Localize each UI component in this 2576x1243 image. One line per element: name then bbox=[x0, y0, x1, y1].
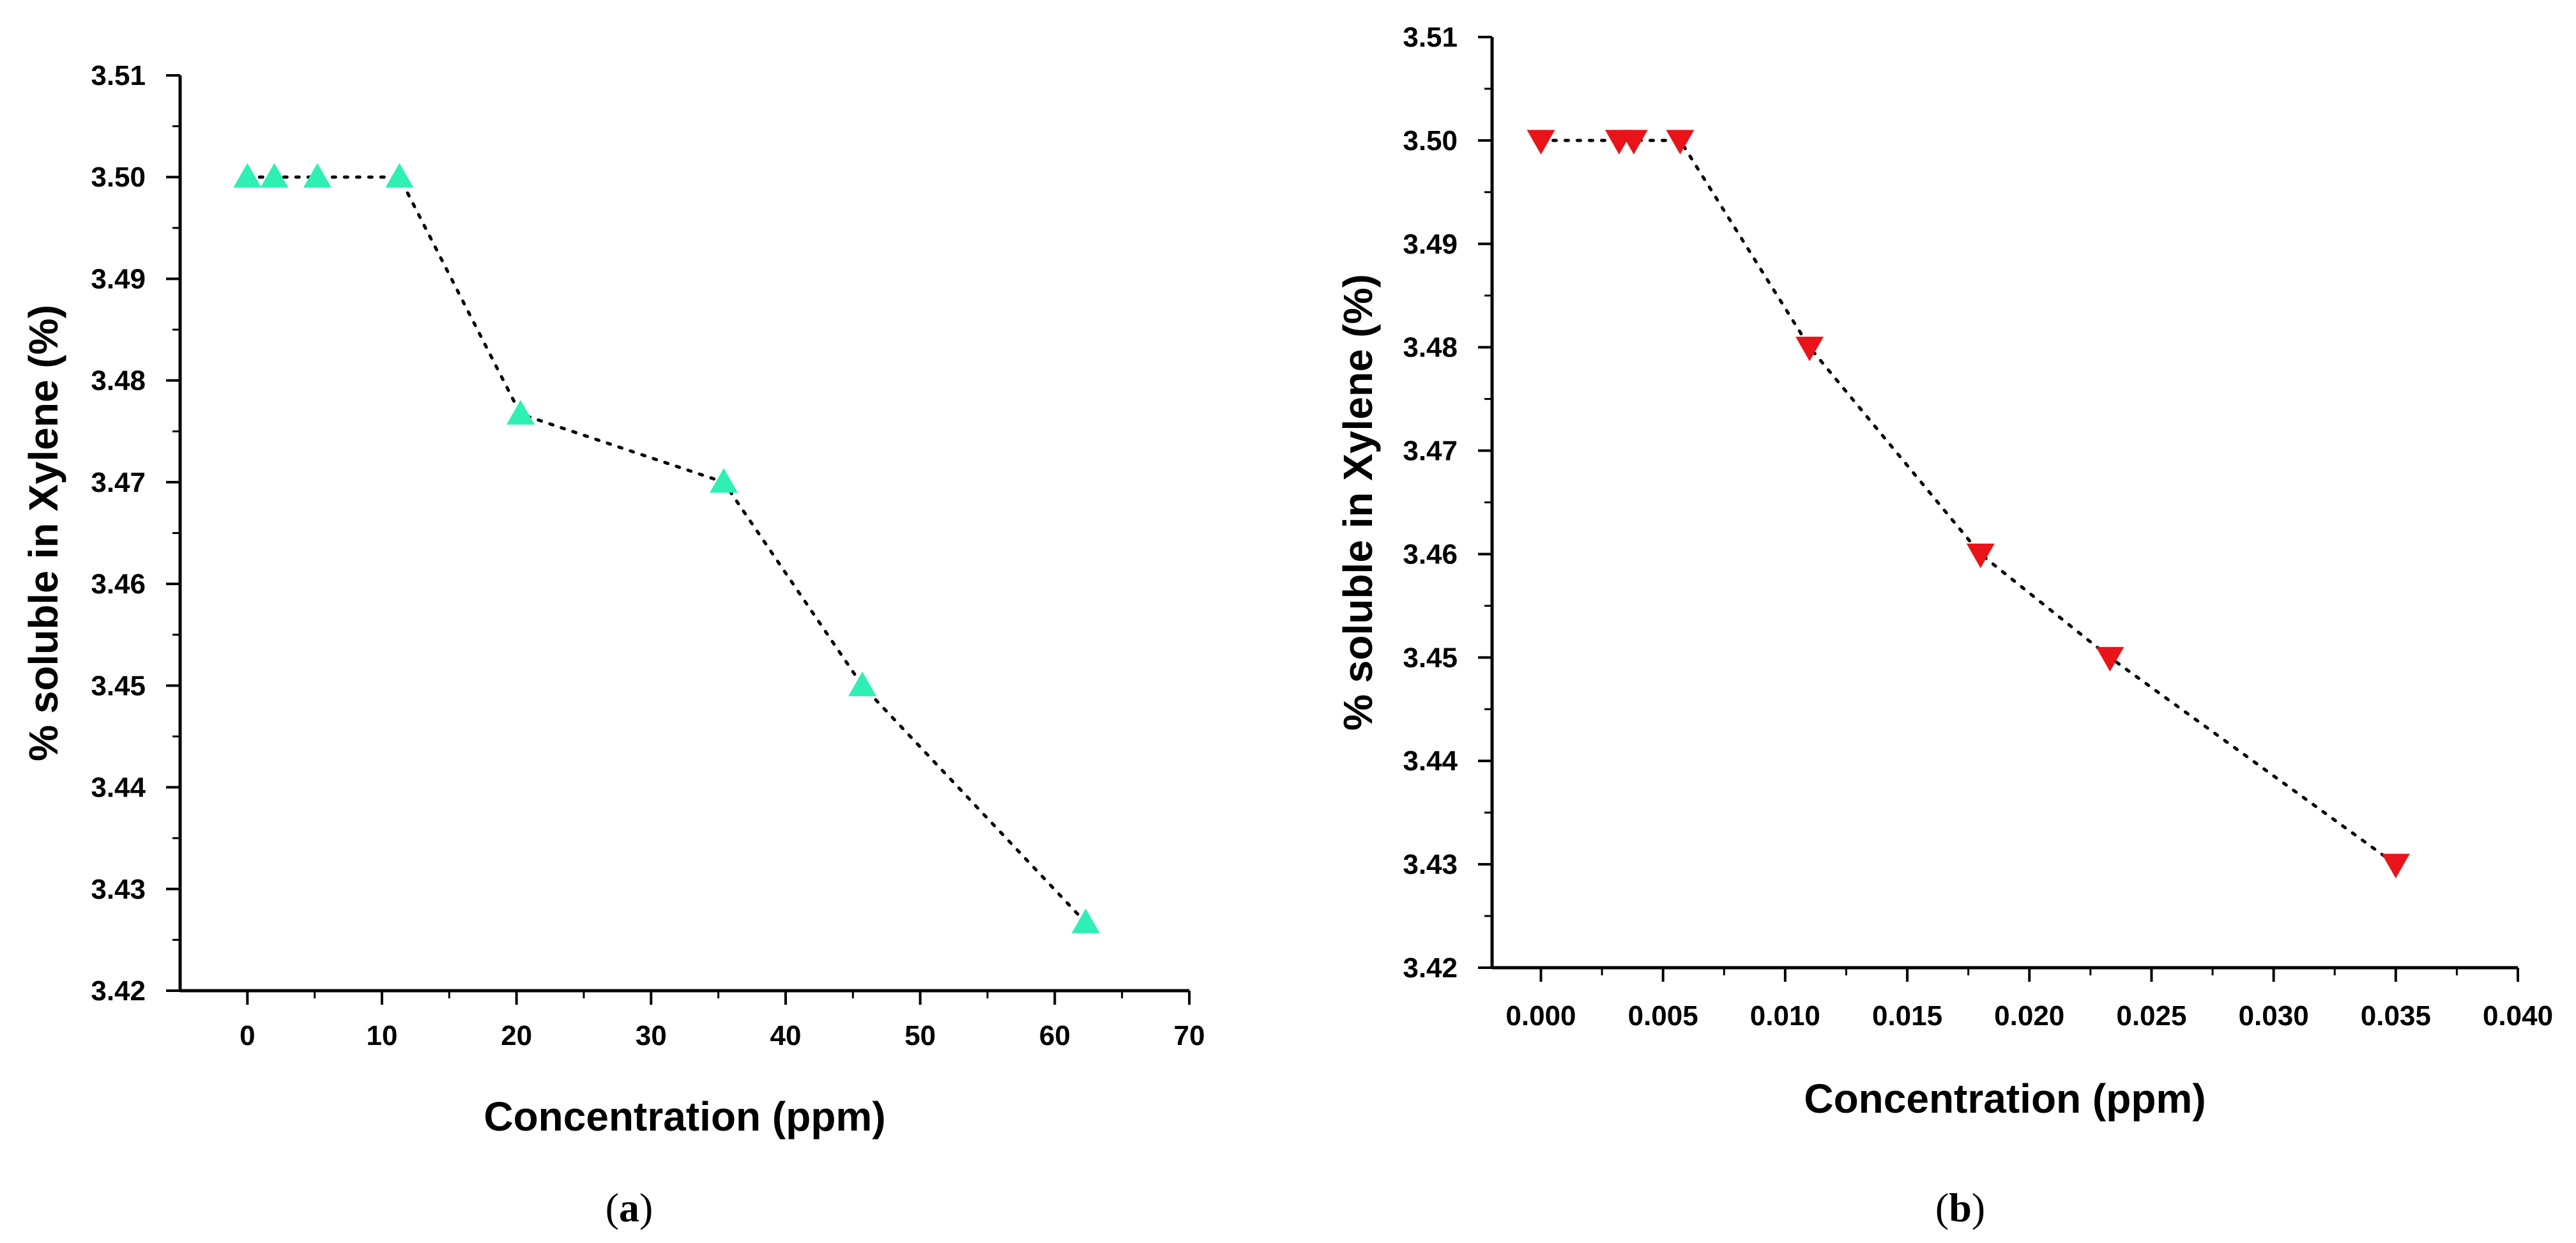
x-tick-label: 0.000 bbox=[1505, 1000, 1576, 1032]
x-tick-label: 0.035 bbox=[2361, 1000, 2431, 1032]
data-point-marker bbox=[506, 400, 535, 425]
y-tick-label: 3.49 bbox=[91, 263, 146, 294]
y-axis-title: % soluble in Xylene (%) bbox=[20, 305, 66, 761]
y-tick-label: 3.51 bbox=[1403, 22, 1458, 53]
x-tick-label: 0.025 bbox=[2116, 1000, 2186, 1032]
y-tick-label: 3.48 bbox=[91, 365, 146, 397]
data-point-marker bbox=[1795, 337, 1824, 362]
series-dotted-line bbox=[1539, 139, 2398, 866]
y-tick-label: 3.46 bbox=[1403, 538, 1458, 570]
x-tick-label: 0.005 bbox=[1628, 1000, 1698, 1032]
data-point-marker bbox=[1527, 130, 1555, 155]
y-tick-label: 3.50 bbox=[91, 162, 146, 193]
y-tick-label: 3.50 bbox=[1403, 125, 1458, 156]
x-axis-title: Concentration (ppm) bbox=[484, 1094, 885, 1140]
data-point-marker bbox=[303, 163, 332, 188]
x-tick-label: 0.015 bbox=[1872, 1000, 1942, 1032]
data-point-marker bbox=[233, 163, 262, 188]
panel-label: (b) bbox=[1935, 1185, 1985, 1230]
data-point-marker bbox=[1666, 130, 1695, 155]
data-point-marker bbox=[260, 163, 289, 188]
y-tick-label: 3.47 bbox=[91, 467, 146, 498]
x-tick-label: 70 bbox=[1174, 1020, 1205, 1051]
panel-label-letter: a bbox=[619, 1185, 639, 1230]
y-tick-label: 3.43 bbox=[91, 874, 146, 905]
x-axis-title: Concentration (ppm) bbox=[1804, 1076, 2206, 1122]
y-tick-label: 3.43 bbox=[1403, 849, 1458, 880]
y-tick-label: 3.49 bbox=[1403, 229, 1458, 260]
chart-panel-a: 3.42 3.43 3.44 3.45 3.46 3.47 3.48 3.49 3.50 3.51… bbox=[20, 60, 1205, 1230]
y-tick-label: 3.42 bbox=[91, 975, 146, 1007]
x-tick-label: 0.040 bbox=[2483, 1000, 2553, 1032]
data-point-marker bbox=[1966, 543, 1995, 568]
y-tick-label: 3.44 bbox=[1403, 745, 1458, 777]
panel-label-close-paren: ) bbox=[639, 1185, 653, 1230]
y-tick-label: 3.51 bbox=[91, 60, 146, 91]
x-tick-label: 0.010 bbox=[1750, 1000, 1820, 1032]
x-tick-label: 0.030 bbox=[2239, 1000, 2309, 1032]
data-point-marker bbox=[2096, 646, 2124, 672]
x-tick-label: 0 bbox=[240, 1020, 255, 1051]
x-tick-label: 0.020 bbox=[1994, 1000, 2064, 1032]
data-point-marker bbox=[848, 671, 877, 696]
chart-panel-b: 3.42 3.43 3.44 3.45 3.46 3.47 3.48 3.49 3.50 3.51… bbox=[1335, 22, 2553, 1230]
series-dotted-line bbox=[245, 175, 1088, 924]
y-tick-label: 3.45 bbox=[91, 670, 146, 701]
x-tick-label: 60 bbox=[1039, 1020, 1071, 1051]
y-axis-title: % soluble in Xylene (%) bbox=[1335, 274, 1381, 731]
panel-label-letter: b bbox=[1949, 1185, 1972, 1230]
panel-label-open-paren: ( bbox=[606, 1185, 619, 1230]
x-tick-label: 20 bbox=[501, 1020, 532, 1051]
y-tick-label: 3.44 bbox=[91, 772, 146, 804]
data-point-marker bbox=[710, 468, 738, 493]
y-tick-label: 3.48 bbox=[1403, 332, 1458, 363]
data-point-marker bbox=[1619, 130, 1648, 155]
data-point-marker bbox=[1071, 908, 1100, 933]
x-tick-label: 50 bbox=[904, 1020, 936, 1051]
y-tick-label: 3.46 bbox=[91, 568, 146, 600]
panel-label: (a) bbox=[606, 1185, 653, 1230]
panel-label-close-paren: ) bbox=[1972, 1185, 1985, 1230]
y-tick-label: 3.45 bbox=[1403, 642, 1458, 673]
x-tick-label: 10 bbox=[367, 1020, 398, 1051]
y-tick-label: 3.47 bbox=[1403, 436, 1458, 467]
x-tick-label: 30 bbox=[636, 1020, 667, 1051]
y-tick-label: 3.42 bbox=[1403, 952, 1458, 984]
x-tick-label: 40 bbox=[770, 1020, 802, 1051]
data-point-marker bbox=[385, 163, 414, 188]
panel-label-open-paren: ( bbox=[1935, 1185, 1949, 1230]
data-point-marker bbox=[2381, 853, 2410, 879]
